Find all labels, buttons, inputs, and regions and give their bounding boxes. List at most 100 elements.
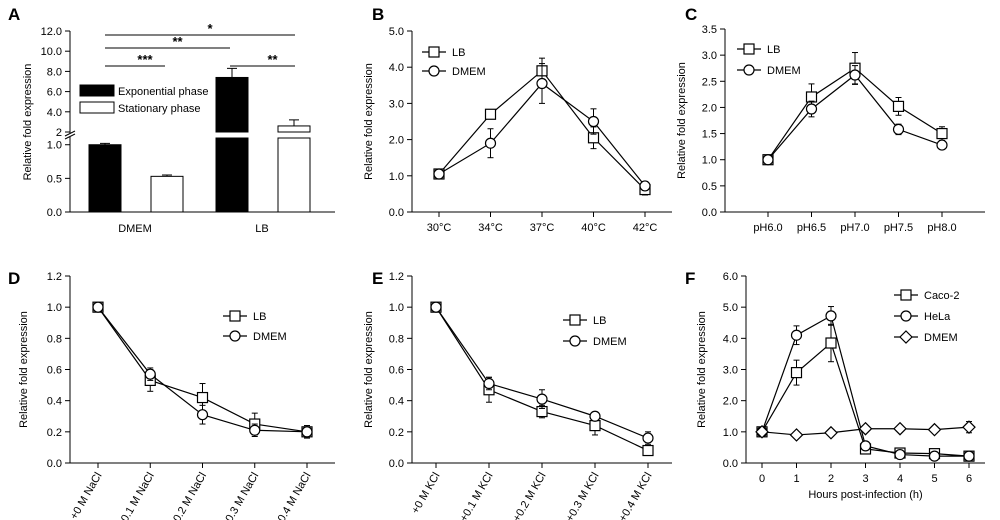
y-tick-label: 5.0 xyxy=(723,302,738,314)
legend-entry: Caco-2 xyxy=(894,289,959,302)
x-tick-label: 0 xyxy=(759,473,765,485)
y-tick-label: 0.0 xyxy=(723,458,738,470)
legend-marker xyxy=(743,64,755,76)
y-tick-label: 6.0 xyxy=(47,87,62,99)
axis-break-mark xyxy=(64,130,76,137)
significance-bracket: * xyxy=(105,21,295,36)
series-dmem-point xyxy=(824,425,838,440)
legend-label: DMEM xyxy=(924,332,958,344)
x-tick-label: 42°C xyxy=(633,222,658,234)
legend-entry: Exponential phase xyxy=(79,84,209,98)
series-dmem-point xyxy=(196,409,209,421)
legend-marker xyxy=(900,289,912,301)
x-tick-label: +0.1 M KCl xyxy=(458,471,496,520)
series-lb-point xyxy=(589,420,601,432)
x-tick-label: 34°C xyxy=(478,222,503,234)
series-dmem-point xyxy=(927,422,942,437)
series-dmem-point xyxy=(639,180,651,192)
series-caco-2-point xyxy=(825,337,837,349)
x-tick-label: 4 xyxy=(897,473,903,485)
x-tick-label: 37°C xyxy=(530,222,555,234)
y-tick-label: 3.0 xyxy=(702,50,717,62)
bar-stationary-phase-rect xyxy=(150,175,184,213)
x-tick-label: 30°C xyxy=(427,222,452,234)
legend-marker xyxy=(229,310,241,322)
significance-label: ** xyxy=(267,52,278,67)
series-dmem-point xyxy=(587,115,600,128)
y-tick-label: 4.0 xyxy=(723,333,738,345)
x-tick-label: +0.3 M KCl xyxy=(564,471,602,520)
y-tick-label: 0.2 xyxy=(389,427,404,439)
y-tick-label: 4.0 xyxy=(389,62,404,74)
y-tick-label: 0.4 xyxy=(47,396,62,408)
y-tick-label: 0.0 xyxy=(47,458,62,470)
series-dmem-point xyxy=(484,137,497,149)
series-dmem-point xyxy=(936,139,948,151)
x-tick-label: +0.4 M KCl xyxy=(617,471,655,520)
legend-label: Exponential phase xyxy=(118,86,209,98)
y-tick-label: 1.0 xyxy=(723,427,738,439)
bar-stationary-phase-rect-lower xyxy=(277,137,311,213)
bar-exponential-phase-rect-lower xyxy=(215,137,249,213)
y-tick-label: 10.0 xyxy=(41,46,62,58)
x-tick-label: pH7.5 xyxy=(884,222,913,234)
significance-label: *** xyxy=(137,52,153,67)
x-tick-label: pH6.0 xyxy=(753,222,782,234)
bar-stationary-phase xyxy=(150,174,184,213)
legend-marker xyxy=(428,65,440,77)
series-lb-point xyxy=(484,108,497,120)
significance-bracket: ** xyxy=(105,34,230,49)
series-dmem-point xyxy=(249,424,261,436)
legend-entry: LB xyxy=(422,46,465,59)
bar-exponential-phase xyxy=(215,67,249,213)
x-tick-label: 3 xyxy=(862,473,868,485)
legend-label: Stationary phase xyxy=(118,103,201,115)
series-dmem xyxy=(92,301,313,439)
legend-label: DMEM xyxy=(593,336,627,348)
legend-label: HeLa xyxy=(924,311,951,323)
y-tick-label: 0.0 xyxy=(702,207,717,219)
legend-entry: HeLa xyxy=(894,310,951,323)
panel-letter: B xyxy=(372,5,384,24)
series-hela-point xyxy=(859,440,872,452)
bar-stationary-phase-rect-upper xyxy=(277,125,311,133)
legend-entry: Stationary phase xyxy=(79,101,201,115)
y-tick-label: 0.4 xyxy=(389,396,404,408)
bar-exponential-phase-rect-upper xyxy=(215,76,249,133)
series-dmem xyxy=(433,63,651,192)
y-tick-label: 4.0 xyxy=(47,107,62,119)
legend-marker xyxy=(569,314,581,326)
legend-marker xyxy=(900,310,912,322)
series-lb xyxy=(430,301,654,457)
legend-label: LB xyxy=(452,47,465,59)
legend-swatch xyxy=(79,84,115,97)
y-tick-label: 2.0 xyxy=(702,102,717,114)
series-dmem-point xyxy=(536,77,548,90)
series-dmem xyxy=(430,301,654,445)
y-tick-label: 1.0 xyxy=(389,171,404,183)
series-dmem-point xyxy=(755,424,769,439)
series-dmem-point xyxy=(762,154,774,166)
panel-a: A 0.0 0.5 1.02 4.0 6.0 8.0 10.0 12.0 Relative fol… xyxy=(8,5,335,235)
x-tick-label: +0 M KCl xyxy=(409,471,442,516)
x-tick-label: pH7.0 xyxy=(840,222,869,234)
y-axis-title: Relative fold expression xyxy=(676,62,688,179)
series-lb-point xyxy=(892,100,905,112)
panel-letter: E xyxy=(372,269,383,288)
series-lb-point xyxy=(805,91,818,103)
legend-marker xyxy=(428,46,440,58)
series-hela-point xyxy=(928,450,941,462)
y-tick-label: 2.0 xyxy=(389,135,404,147)
series-lb-point xyxy=(196,391,209,404)
x-tick-label: 1 xyxy=(793,473,799,485)
x-tick-label: 2 xyxy=(828,473,834,485)
significance-bracket: ** xyxy=(230,52,295,67)
series-lb-point xyxy=(642,444,654,457)
series-dmem-point xyxy=(92,301,104,313)
x-tick-label: 40°C xyxy=(581,222,606,234)
y-tick-label: 1.0 xyxy=(702,155,717,167)
x-tick-label: DMEM xyxy=(118,223,152,235)
y-tick-label: 1.2 xyxy=(389,271,404,283)
x-tick-label: 6 xyxy=(966,473,972,485)
